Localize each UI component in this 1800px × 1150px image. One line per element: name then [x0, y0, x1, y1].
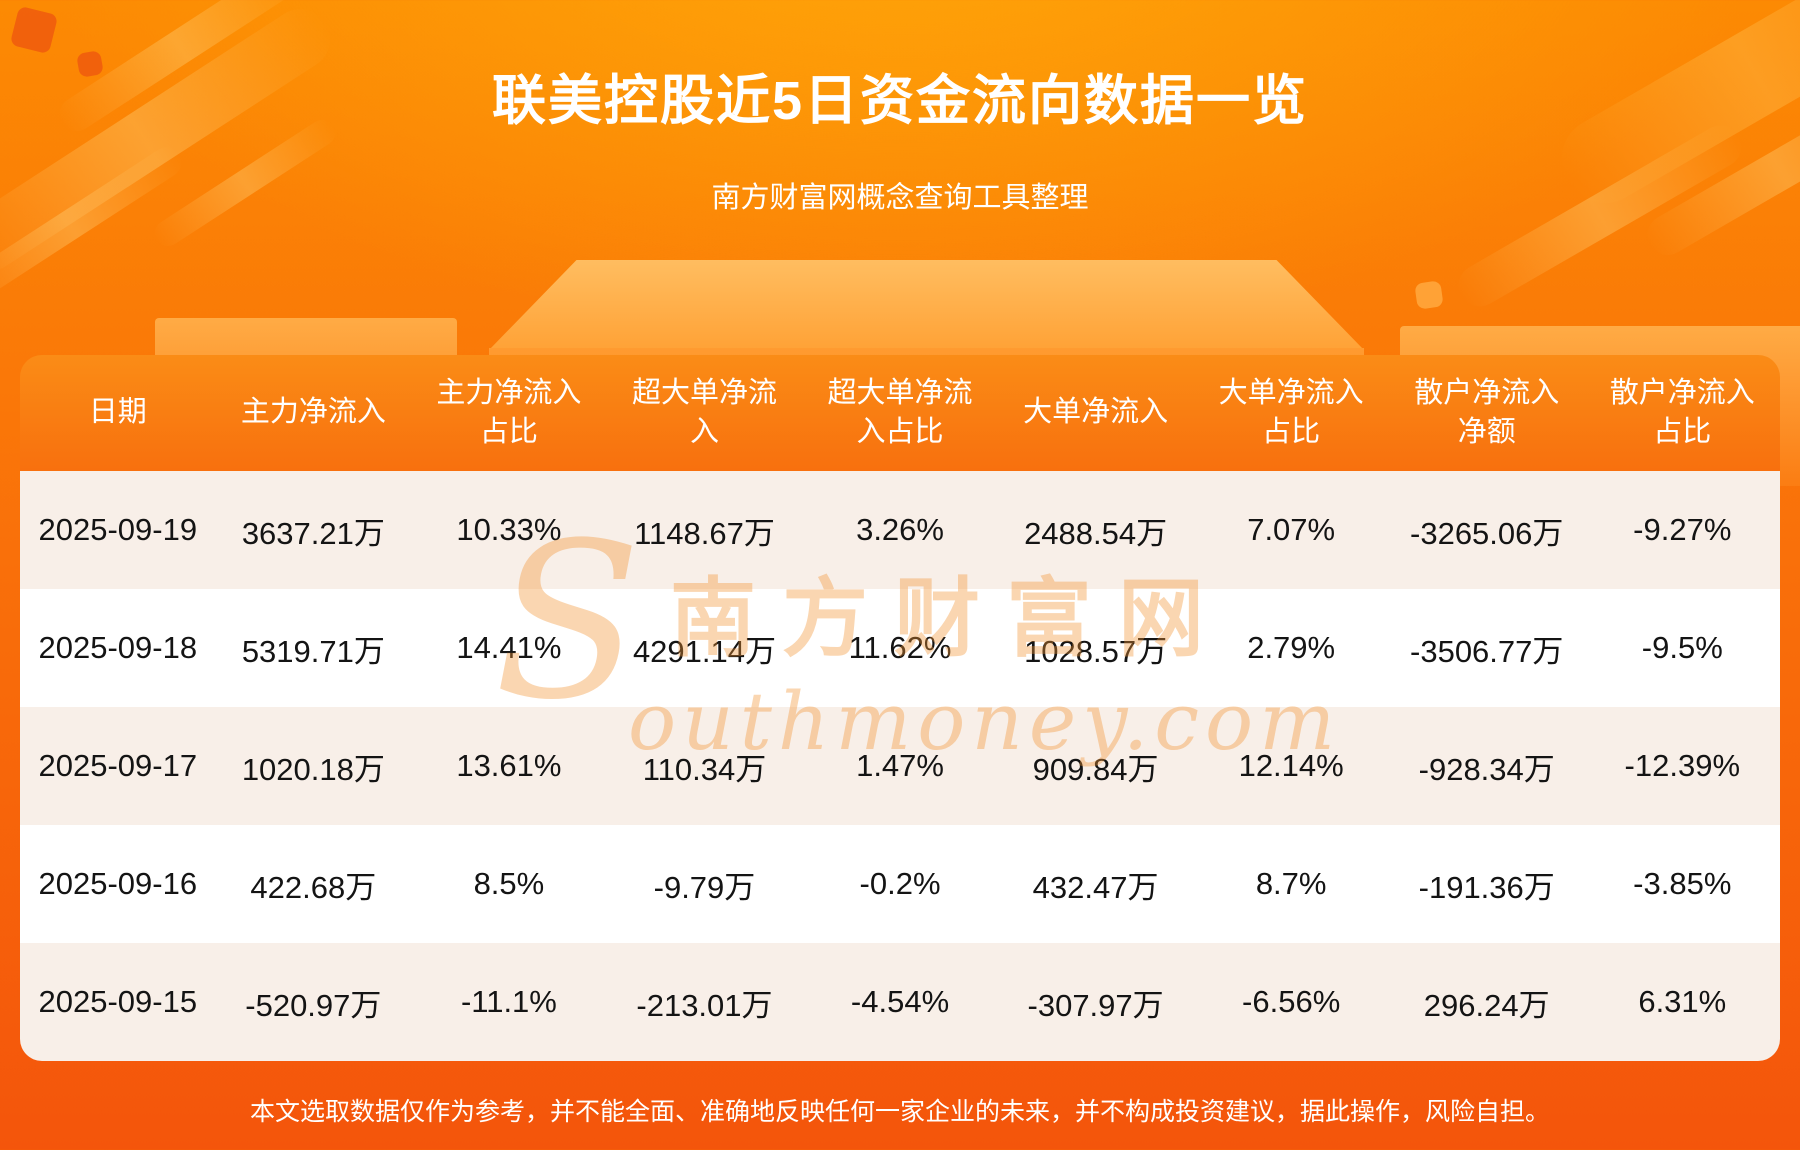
table-cell: 8.5% [473, 866, 545, 901]
table-cell: -9.79万 [653, 869, 756, 905]
table-cell: 3637.21万 [241, 515, 385, 551]
table-cell: 1020.18万 [241, 751, 385, 787]
table-cell: 1.47% [856, 748, 944, 783]
table-cell: -3.85% [1633, 866, 1732, 901]
podium-top-face-decoration [489, 260, 1364, 350]
light-beam-decoration [1450, 117, 1750, 315]
table-cell: 2025-09-17 [38, 748, 198, 783]
table-cell: 2025-09-15 [38, 984, 198, 1019]
table-cell: 3.26% [856, 512, 944, 547]
table-cell: 1148.67万 [634, 515, 775, 551]
table-cell: -213.01万 [636, 987, 773, 1023]
table-cell: 2025-09-18 [38, 630, 198, 665]
page-title: 联美控股近5日资金流向数据一览 [491, 71, 1309, 131]
table-cell: 10.33% [456, 512, 562, 547]
column-header: 主力净流入 占比 [436, 376, 582, 448]
square-tile-decoration [622, 290, 656, 324]
table-row: 2025-09-15 -520.97万 -11.1% -213.01万 -4.54% -3… [20, 943, 1780, 1061]
table-cell: 432.47万 [1032, 869, 1159, 905]
table-cell: 422.68万 [250, 869, 377, 905]
square-tile-decoration [1414, 280, 1444, 310]
table-cell: 296.24万 [1423, 987, 1550, 1023]
light-beam-decoration [0, 141, 188, 309]
table-cell: 4291.14万 [632, 633, 776, 669]
disclaimer-text: 本文选取数据仅作为参考，并不能全面、准确地反映任何一家企业的未来，并不构成投资建… [249, 1098, 1550, 1126]
table-cell: 909.84万 [1032, 751, 1159, 787]
table-cell: -191.36万 [1418, 869, 1555, 905]
fund-flow-table: 日期 主力净流入 主力净流入 占比 超大单净流 入超大单净流 入占比 大单净流入 大单净流… [20, 355, 1780, 1061]
column-header: 散户净流入 占比 [1609, 376, 1755, 448]
table-row: 2025-09-18 5319.71万 14.41% 4291.14万 11.62% 10… [20, 589, 1780, 707]
table-cell: -12.39% [1624, 748, 1741, 783]
table-cell: 8.7% [1255, 866, 1327, 901]
column-header: 大单净流入 占比 [1218, 376, 1364, 448]
column-header: 超大单净流 入占比 [827, 376, 973, 448]
page-subtitle: 南方财富网概念查询工具整理 [711, 182, 1089, 214]
table-row: 2025-09-16 422.68万 8.5% -9.79万 -0.2% 432.47万 8… [20, 825, 1780, 943]
table-cell: -0.2% [859, 866, 941, 901]
table-cell: 2488.54万 [1024, 515, 1168, 551]
table-cell: -9.5% [1641, 630, 1723, 665]
table-cell: -3506.77万 [1410, 633, 1564, 669]
table-body: 2025-09-19 3637.21万 10.33% 1148.67万 3.26% 248… [20, 471, 1780, 1061]
table-header-row: 日期 主力净流入 主力净流入 占比 超大单净流 入超大单净流 入占比 大单净流入 大单净流… [20, 355, 1780, 471]
table-cell: -11.1% [460, 984, 557, 1019]
table-cell: 2025-09-19 [38, 512, 198, 547]
table-cell: -520.97万 [245, 987, 382, 1023]
column-header: 大单净流入 [1023, 396, 1169, 429]
table-cell: 7.07% [1247, 512, 1336, 547]
table-cell: 2.79% [1247, 630, 1336, 665]
table-cell: -4.54% [850, 984, 950, 1019]
column-header: 散户净流入 净额 [1414, 376, 1560, 448]
square-tile-decoration [9, 5, 59, 55]
table-cell: 2025-09-16 [38, 866, 198, 901]
table-cell: -3265.06万 [1410, 515, 1564, 551]
table-cell: 110.34万 [642, 751, 767, 787]
table-cell: -307.97万 [1027, 987, 1164, 1023]
column-header: 超大单净流 入 [631, 376, 777, 448]
table-row: 2025-09-17 1020.18万 13.61% 110.34万 1.47% 909.… [20, 707, 1780, 825]
table-cell: 12.14% [1238, 748, 1344, 783]
table-cell: 1028.57万 [1024, 633, 1168, 669]
table-row: 2025-09-19 3637.21万 10.33% 1148.67万 3.26% 248… [20, 471, 1780, 589]
column-header: 主力净流入 [240, 396, 386, 429]
light-beam-decoration [0, 0, 342, 283]
table-cell: -928.34万 [1418, 751, 1555, 787]
table-cell: 11.62% [848, 630, 952, 665]
table-cell: -6.56% [1242, 984, 1341, 1019]
table-cell: 6.31% [1638, 984, 1727, 1019]
column-header: 日期 [88, 396, 147, 429]
table-cell: 14.41% [456, 630, 562, 665]
table-cell: 5319.71万 [241, 633, 385, 669]
table-cell: -9.27% [1633, 512, 1732, 547]
table-cell: 13.61% [456, 748, 562, 783]
